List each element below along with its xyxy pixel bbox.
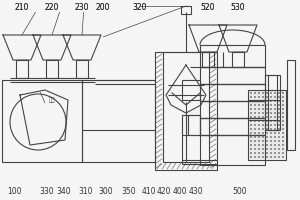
Text: 520: 520: [201, 2, 215, 11]
Bar: [163, 52, 209, 162]
Text: 220: 220: [45, 2, 59, 11]
Text: 350: 350: [122, 188, 136, 196]
Bar: [16, 60, 28, 78]
Bar: [202, 52, 214, 67]
Text: 410: 410: [142, 188, 156, 196]
Bar: [268, 75, 277, 130]
Bar: [46, 60, 58, 78]
Bar: [182, 115, 200, 135]
Text: 100: 100: [7, 188, 21, 196]
Text: 300: 300: [99, 188, 113, 196]
Text: 320: 320: [133, 2, 147, 11]
Text: 200: 200: [96, 2, 110, 11]
Bar: [232, 52, 244, 67]
Text: 310: 310: [79, 188, 93, 196]
Bar: [155, 52, 217, 170]
Text: 420: 420: [157, 188, 171, 196]
Text: 400: 400: [173, 188, 187, 196]
Bar: [76, 60, 88, 78]
Bar: [2, 80, 82, 162]
Text: 530: 530: [231, 2, 245, 11]
Text: 矿石: 矿石: [49, 97, 55, 103]
Bar: [182, 80, 200, 100]
Text: 220: 220: [45, 2, 59, 11]
Bar: [248, 90, 286, 160]
Bar: [287, 60, 295, 150]
Text: 520: 520: [201, 2, 215, 11]
Text: 200: 200: [96, 2, 110, 11]
Text: 210: 210: [15, 2, 29, 11]
Bar: [200, 45, 265, 165]
Text: 230: 230: [75, 2, 89, 11]
Text: 430: 430: [189, 188, 203, 196]
Text: 530: 530: [231, 2, 245, 11]
Text: 500: 500: [233, 188, 247, 196]
Text: 320: 320: [133, 2, 147, 11]
Bar: [265, 75, 280, 130]
Bar: [188, 115, 200, 135]
Bar: [82, 80, 155, 162]
Text: 230: 230: [75, 2, 89, 11]
Text: 330: 330: [40, 188, 54, 196]
Text: 340: 340: [57, 188, 71, 196]
Bar: [181, 6, 191, 14]
Text: 210: 210: [15, 2, 29, 11]
